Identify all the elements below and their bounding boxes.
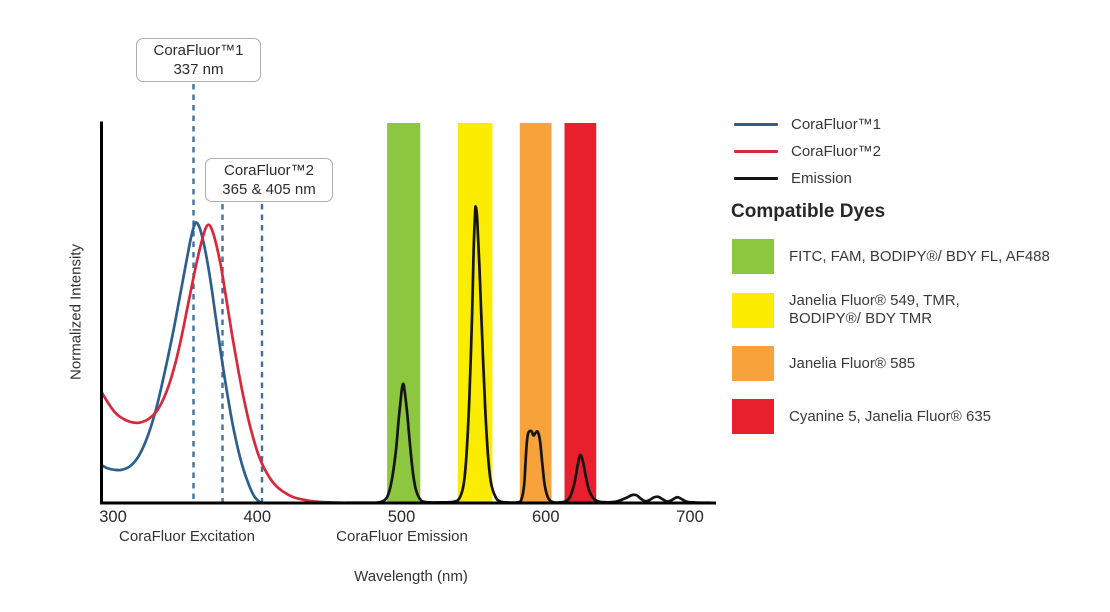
legend-item-emission: Emission: [734, 165, 881, 192]
dye-row-yellow: Janelia Fluor® 549, TMR, BODIPY®/ BDY TM…: [732, 292, 1050, 328]
dye-row-green: FITC, FAM, BODIPY®/ BDY FL, AF488: [732, 239, 1050, 274]
dye-swatch-red: [732, 399, 774, 434]
legend-line-swatch: [734, 123, 778, 126]
dye-row-red: Cyanine 5, Janelia Fluor® 635: [732, 399, 1050, 434]
annotation-corafluor1-title: CoraFluor™1: [153, 42, 244, 59]
dye-swatch-orange: [732, 346, 774, 381]
x-axis-label: Wavelength (nm): [354, 568, 468, 585]
compatible-dyes-heading: Compatible Dyes: [731, 201, 886, 222]
x-tick-label-300: 300: [99, 508, 127, 526]
emission-section-label: CoraFluor Emission: [336, 528, 468, 545]
y-axis-label-text: Normalized Intensity: [67, 244, 85, 380]
curve-corafluor-1: [100, 221, 263, 505]
annotation-corafluor2-title: CoraFluor™2: [223, 162, 315, 179]
dye-swatch-green: [732, 239, 774, 274]
annotation-corafluor1: CoraFluor™1 337 nm: [136, 38, 261, 82]
legend-item-corafluor2: CoraFluor™2: [734, 138, 881, 165]
annotation-corafluor2-value: 365 & 405 nm: [222, 181, 316, 198]
legend-line-swatch: [734, 150, 778, 153]
x-tick-label-400: 400: [243, 508, 272, 526]
filter-band-orange-band: [519, 123, 552, 502]
legend-item-corafluor1: CoraFluor™1: [734, 111, 881, 138]
spectra-plot: [100, 84, 716, 505]
dye-list: FITC, FAM, BODIPY®/ BDY FL, AF488 Janeli…: [732, 239, 1050, 452]
curve-corafluor-2: [100, 223, 354, 505]
annotation-corafluor1-value: 337 nm: [173, 61, 224, 78]
dye-row-orange: Janelia Fluor® 585: [732, 346, 1050, 381]
dye-swatch-yellow: [732, 292, 774, 328]
legend: CoraFluor™1 CoraFluor™2 Emission: [734, 111, 881, 192]
x-tick-label-600: 600: [531, 508, 560, 526]
annotation-corafluor2: CoraFluor™2 365 & 405 nm: [205, 158, 333, 202]
filter-band-red-band: [564, 123, 597, 502]
filter-band-green-band: [387, 123, 421, 502]
x-tick-label-500: 500: [387, 508, 416, 526]
legend-line-swatch: [734, 177, 778, 180]
x-tick-label-700: 700: [676, 508, 704, 526]
excitation-section-label: CoraFluor Excitation: [119, 528, 255, 545]
curve-emission: [345, 205, 712, 505]
